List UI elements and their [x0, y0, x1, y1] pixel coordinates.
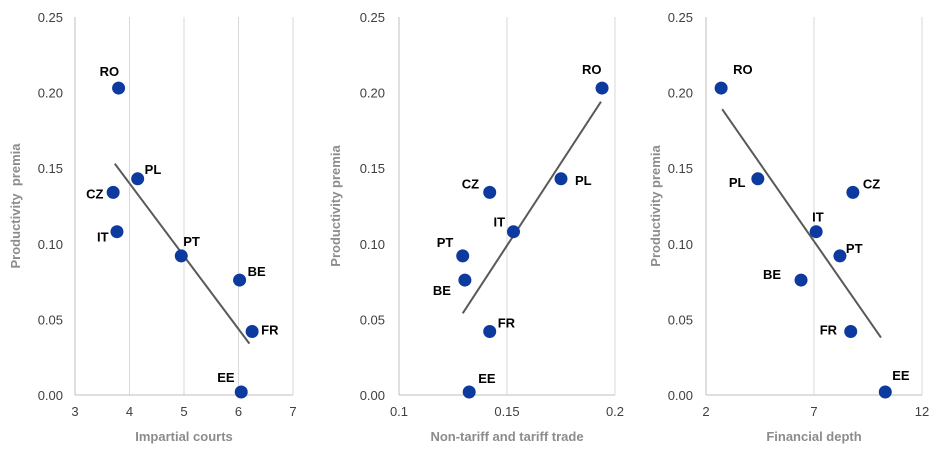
data-point-pl: [131, 172, 145, 186]
data-point-fr: [245, 324, 259, 338]
y-tick-label: 0.05: [360, 312, 385, 327]
x-tick-label: 7: [810, 404, 817, 419]
data-point-fr: [844, 324, 858, 338]
y-tick-label: 0.05: [668, 312, 693, 327]
data-label-cz: CZ: [462, 176, 479, 191]
x-tick-label: 7: [289, 404, 296, 419]
y-tick-label: 0.05: [38, 312, 63, 327]
y-tick-label: 0.15: [668, 161, 693, 176]
x-axis-title: Non-tariff and tariff trade: [430, 429, 583, 444]
data-label-pt: PT: [437, 235, 454, 250]
data-point-it: [506, 225, 520, 239]
data-point-pl: [554, 172, 568, 186]
data-point-be: [794, 273, 808, 287]
data-label-pl: PL: [729, 175, 746, 190]
x-axis-title: Financial depth: [766, 429, 861, 444]
data-label-fr: FR: [820, 322, 838, 337]
data-point-pl: [751, 172, 765, 186]
data-label-ro: RO: [733, 62, 753, 77]
y-tick-label: 0.20: [360, 86, 385, 101]
data-point-be: [233, 273, 247, 287]
data-point-ee: [878, 385, 892, 399]
y-tick-label: 0.10: [668, 237, 693, 252]
data-label-cz: CZ: [863, 176, 880, 191]
data-label-ro: RO: [100, 64, 120, 79]
data-point-it: [809, 225, 823, 239]
x-tick-label: 4: [126, 404, 133, 419]
y-tick-label: 0.15: [38, 161, 63, 176]
y-axis-title: Productivity premia: [328, 145, 343, 267]
x-tick-label: 2: [702, 404, 709, 419]
data-point-fr: [483, 324, 497, 338]
y-tick-label: 0.25: [38, 10, 63, 25]
y-tick-label: 0.10: [360, 237, 385, 252]
data-label-it: IT: [97, 230, 109, 245]
trend-line: [721, 108, 882, 339]
data-label-it: IT: [493, 215, 505, 230]
x-tick-label: 6: [235, 404, 242, 419]
x-tick-label: 0.2: [606, 404, 624, 419]
data-point-ro: [714, 81, 728, 95]
y-tick-label: 0.00: [668, 388, 693, 403]
y-axis-title: Productivity premia: [648, 145, 663, 267]
data-label-fr: FR: [498, 315, 516, 330]
data-label-ee: EE: [892, 368, 910, 383]
data-point-cz: [846, 185, 860, 199]
data-point-ee: [234, 385, 248, 399]
data-point-pt: [833, 249, 847, 263]
data-label-ro: RO: [582, 62, 602, 77]
data-label-it: IT: [812, 210, 824, 225]
y-tick-label: 0.25: [360, 10, 385, 25]
data-label-be: BE: [248, 264, 266, 279]
data-label-cz: CZ: [86, 186, 103, 201]
chart-panel-3: 0.00 0.05 0.10 0.15 0.20 0.25 2 7 12 Financial de…: [648, 10, 929, 444]
y-tick-label: 0.15: [360, 161, 385, 176]
data-label-pt: PT: [183, 234, 200, 249]
x-tick-label: 12: [915, 404, 929, 419]
data-point-pt: [456, 249, 470, 263]
data-point-cz: [106, 185, 120, 199]
x-tick-label: 0.1: [390, 404, 408, 419]
chart-panel-1: 0.00 0.05 0.10 0.15 0.20 0.25 3 4 5 6 7 Impartial c…: [8, 10, 297, 444]
data-label-pl: PL: [575, 173, 592, 188]
data-label-pl: PL: [145, 162, 162, 177]
x-axis-title: Impartial courts: [135, 429, 233, 444]
data-point-ee: [462, 385, 476, 399]
data-label-fr: FR: [261, 322, 279, 337]
data-label-be: BE: [433, 283, 451, 298]
data-label-ee: EE: [478, 371, 496, 386]
x-tick-label: 5: [180, 404, 187, 419]
y-axis-title: Productivity premia: [8, 143, 23, 269]
data-point-ro: [112, 81, 126, 95]
y-tick-label: 0.20: [668, 86, 693, 101]
data-point-pt: [174, 249, 188, 263]
trend-line: [461, 101, 602, 314]
data-point-cz: [483, 185, 497, 199]
x-tick-label: 0.15: [494, 404, 519, 419]
y-tick-label: 0.25: [668, 10, 693, 25]
data-point-ro: [595, 81, 609, 95]
data-label-ee: EE: [217, 370, 235, 385]
x-tick-label: 3: [71, 404, 78, 419]
y-tick-label: 0.00: [360, 388, 385, 403]
y-tick-label: 0.10: [38, 237, 63, 252]
data-point-it: [110, 225, 124, 239]
data-label-pt: PT: [846, 241, 863, 256]
y-tick-label: 0.00: [38, 388, 63, 403]
chart-panel-2: 0.00 0.05 0.10 0.15 0.20 0.25 0.1 0.15 0.2 Non-ta…: [328, 10, 624, 444]
data-label-be: BE: [763, 267, 781, 282]
y-tick-label: 0.20: [38, 86, 63, 101]
data-point-be: [458, 273, 472, 287]
